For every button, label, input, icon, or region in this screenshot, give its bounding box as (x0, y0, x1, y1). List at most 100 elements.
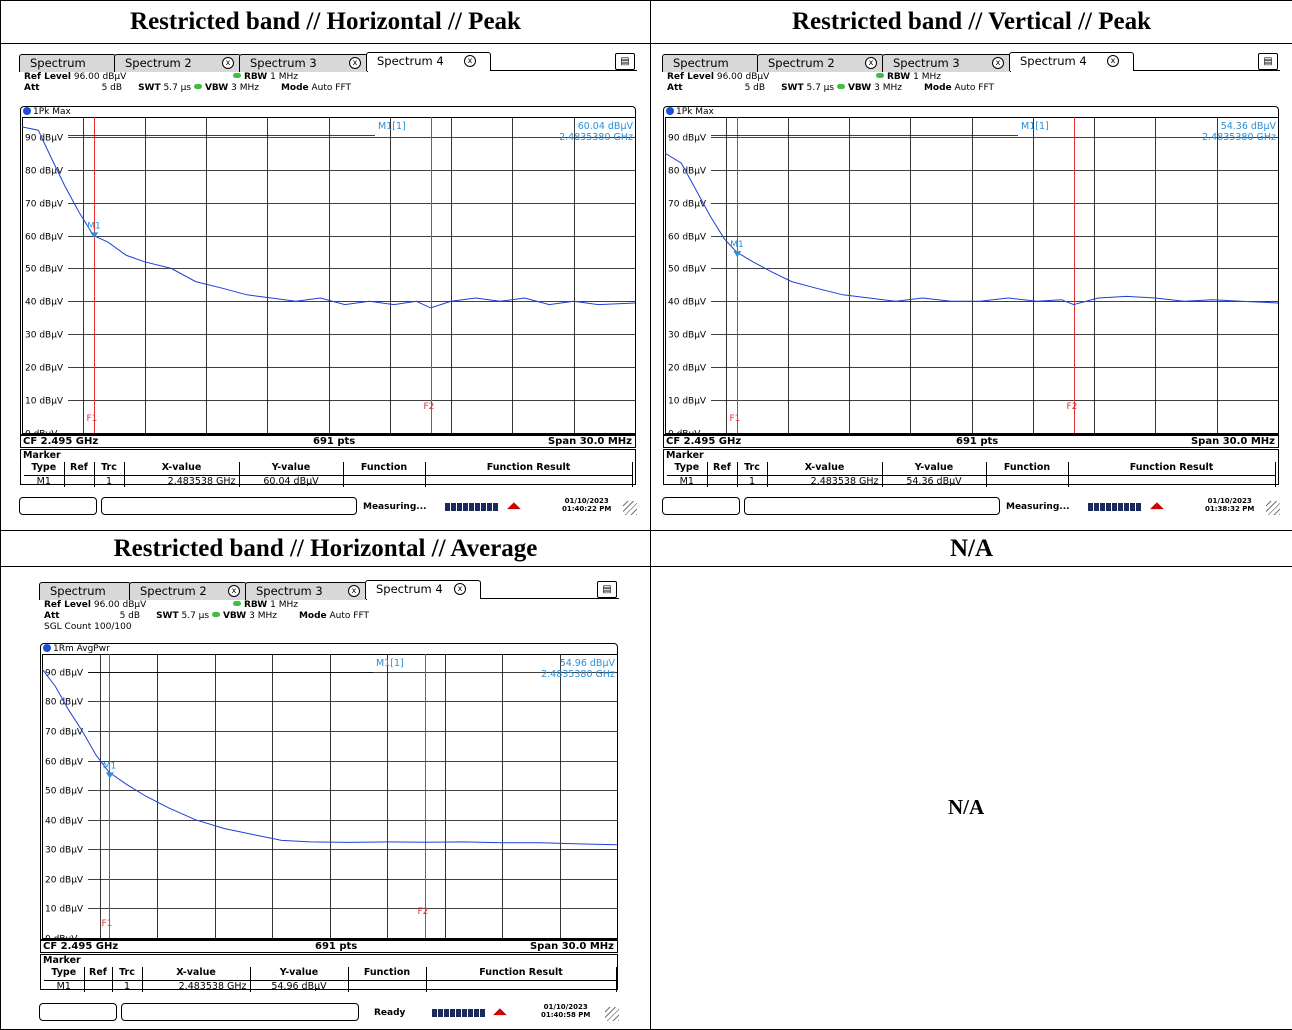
marker-column-header: Trc (112, 967, 143, 981)
marker-column-header: Function (348, 967, 427, 981)
tab-spectrum-4[interactable]: Spectrum 4 x (365, 580, 481, 599)
close-icon[interactable]: x (222, 57, 234, 69)
header-na: N/A (650, 530, 1292, 568)
marker-cell: M1 (667, 475, 708, 487)
plot-frame (665, 117, 1279, 434)
y-tick-label: 60 dBµV (668, 233, 707, 243)
status-message-field[interactable] (101, 497, 357, 515)
points-count: 691 pts (315, 941, 358, 952)
y-tick-label: 10 dBµV (25, 397, 64, 407)
y-tick-label: 0 dBµV (45, 935, 78, 940)
close-icon[interactable]: x (464, 55, 476, 67)
resize-grip-icon[interactable] (623, 501, 637, 515)
marker-row-m1[interactable]: M1 1 2.483538 GHz 54.96 dBµV (44, 980, 617, 992)
tab-spectrum-1[interactable]: Spectrum (19, 54, 116, 72)
tab-spectrum-1[interactable]: Spectrum (39, 582, 131, 600)
status-message-field[interactable] (744, 497, 1000, 515)
tab-spectrum-1[interactable]: Spectrum (662, 54, 759, 72)
menu-icon[interactable]: ▤ (615, 53, 635, 70)
time: 01:38:32 PM (1205, 505, 1255, 513)
frequency-axis-bar: CF 2.495 GHz 691 pts Span 30.0 MHz (20, 435, 636, 448)
close-icon[interactable]: x (865, 57, 877, 69)
frequency-axis-bar: CF 2.495 GHz 691 pts Span 30.0 MHz (663, 435, 1279, 448)
marker-cell: 60.04 dBµV (239, 475, 344, 487)
rbw-setting: RBW 1 MHz (233, 600, 298, 611)
y-tick-label: 10 dBµV (668, 397, 707, 407)
menu-icon[interactable]: ▤ (1258, 53, 1278, 70)
marker-row-m1[interactable]: M1 1 2.483538 GHz 54.36 dBµV (667, 475, 1276, 487)
tab-spectrum-2[interactable]: Spectrum 2 x (129, 582, 247, 600)
y-tick-label: 60 dBµV (45, 758, 84, 768)
span-setting: Span 30.0 MHz (529, 941, 614, 952)
tab-spectrum-2[interactable]: Spectrum 2 x (757, 54, 884, 72)
marker-column-header: Trc (94, 462, 125, 476)
marker-column-header: Type (24, 462, 65, 476)
points-count: 691 pts (956, 436, 999, 447)
y-tick-label: 70 dBµV (668, 200, 707, 210)
settings-line-2: Att 5 dB SWT 5.7 µs VBW 3 MHz Mode Auto FFT (667, 83, 994, 93)
y-tick-label: 40 dBµV (45, 817, 84, 827)
tab-label: Spectrum 2 (125, 56, 192, 70)
points-count: 691 pts (313, 436, 356, 447)
close-icon[interactable]: x (1107, 55, 1119, 67)
y-tick-label: 10 dBµV (45, 905, 84, 915)
marker-readout-level: 54.36 dBµV (1221, 121, 1277, 132)
marker-m1-icon (90, 232, 99, 239)
trace-name: 1Rm AvgPwr (53, 644, 110, 654)
y-tick-label: 0 dBµV (668, 430, 701, 435)
trace-dot-icon (23, 107, 31, 115)
close-icon[interactable]: x (992, 57, 1004, 69)
measurement-status: Measuring... (363, 502, 427, 512)
close-icon[interactable]: x (454, 583, 466, 595)
marker-table: Type Ref Trc X-value Y-value Function Function… (667, 462, 1276, 487)
plot-area: 1Rm AvgPwr 90 dBµV 80 dBµV 70 dBµV 60 dBµV 50… (40, 643, 618, 940)
y-tick-label: 60 dBµV (25, 233, 64, 243)
rbw-setting: RBW 1 MHz (876, 72, 941, 83)
close-icon[interactable]: x (228, 585, 240, 597)
marker-column-header: Y-value (250, 967, 349, 981)
date-time: 01/10/2023 01:40:22 PM (562, 497, 611, 513)
marker-table-panel: Marker Type Ref Trc X-value Y-value Function Fu… (40, 954, 618, 992)
status-input-field[interactable] (662, 497, 740, 515)
status-input-field[interactable] (39, 1003, 117, 1021)
tab-bar: Spectrum Spectrum 2 x Spectrum 3 x Spectrum 4… (39, 580, 619, 600)
tab-spectrum-2[interactable]: Spectrum 2 x (114, 54, 241, 72)
marker-column-header: Function Result (425, 462, 633, 476)
marker-row-m1[interactable]: M1 1 2.483538 GHz 60.04 dBµV (24, 475, 633, 487)
tab-spectrum-4[interactable]: Spectrum 4 x (1009, 52, 1134, 71)
status-input-field[interactable] (19, 497, 97, 515)
frequency-line-label: F2 (1067, 402, 1078, 412)
tab-label: Spectrum 4 (1020, 54, 1087, 68)
y-tick-label: 70 dBµV (25, 200, 64, 210)
status-message-field[interactable] (121, 1003, 359, 1021)
tab-label: Spectrum 3 (256, 584, 323, 598)
marker-cell (64, 475, 95, 487)
header-horizontal-average: Restricted band // Horizontal // Average (0, 530, 651, 568)
tab-spectrum-3[interactable]: Spectrum 3 x (239, 54, 368, 72)
trace-label: 1Rm AvgPwr (43, 644, 110, 655)
span-setting: Span 30.0 MHz (547, 436, 632, 447)
resize-grip-icon[interactable] (605, 1007, 619, 1021)
marker-title: Marker (666, 450, 704, 461)
marker-cell (425, 475, 633, 487)
instrument-logo-icon: ◢◣ (1150, 501, 1164, 511)
marker-readout-frequency: 2.4835380 GHz (1202, 132, 1276, 143)
tab-label: Spectrum 4 (377, 54, 444, 68)
span-setting: Span 30.0 MHz (1190, 436, 1275, 447)
marker-cell (707, 475, 738, 487)
tab-spectrum-3[interactable]: Spectrum 3 x (245, 582, 367, 600)
resize-grip-icon[interactable] (1266, 501, 1280, 515)
close-icon[interactable]: x (348, 585, 360, 597)
tab-spectrum-3[interactable]: Spectrum 3 x (882, 54, 1011, 72)
y-tick-label: 20 dBµV (668, 364, 707, 374)
tab-spectrum-4[interactable]: Spectrum 4 x (366, 52, 491, 71)
trace-label: 1Pk Max (23, 107, 71, 118)
close-icon[interactable]: x (349, 57, 361, 69)
trace-line (22, 126, 636, 309)
marker-cell: 1 (94, 475, 125, 487)
center-frequency: CF 2.495 GHz (666, 436, 742, 447)
menu-icon[interactable]: ▤ (597, 581, 617, 598)
trace-name: 1Pk Max (676, 107, 714, 117)
instrument-logo-icon: ◢◣ (507, 501, 521, 511)
marker-column-header: Type (667, 462, 708, 476)
